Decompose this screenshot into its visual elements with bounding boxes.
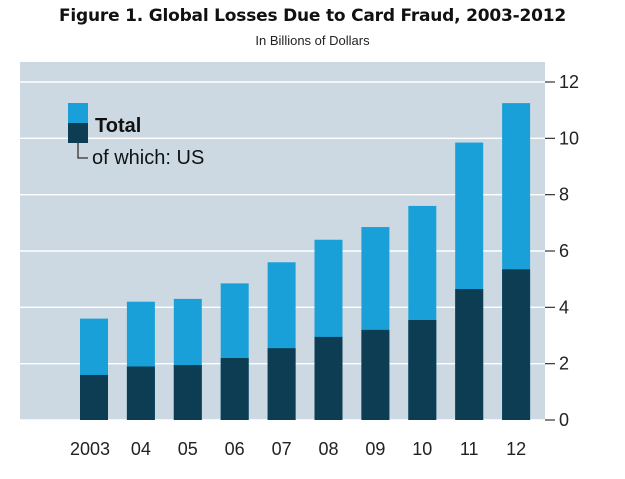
y-tick-label: 6 bbox=[559, 241, 569, 261]
bar-us bbox=[220, 358, 249, 420]
bar-us bbox=[126, 366, 155, 420]
x-tick-label: 2003 bbox=[70, 439, 110, 459]
bar-us bbox=[455, 289, 484, 420]
y-tick-label: 10 bbox=[559, 128, 579, 148]
y-tick-label: 0 bbox=[559, 410, 569, 430]
chart-title: Figure 1. Global Losses Due to Card Frau… bbox=[58, 6, 567, 26]
y-tick-label: 2 bbox=[559, 354, 569, 374]
legend-label-us-prefix: of which: bbox=[92, 147, 171, 169]
x-tick-label: 11 bbox=[460, 439, 479, 459]
x-tick-label: 12 bbox=[506, 439, 526, 459]
bar-us bbox=[408, 320, 437, 420]
x-tick-label: 09 bbox=[365, 439, 385, 459]
x-tick-label: 04 bbox=[131, 439, 151, 459]
legend-bracket bbox=[77, 143, 88, 159]
bar-us bbox=[361, 329, 390, 420]
chart-subtitle: In Billions of Dollars bbox=[255, 33, 370, 48]
bar-us bbox=[173, 365, 202, 420]
bar-us bbox=[314, 336, 343, 420]
x-tick-label: 08 bbox=[318, 439, 338, 459]
bar-us bbox=[502, 269, 531, 420]
legend-swatch-us bbox=[68, 123, 88, 143]
bars bbox=[80, 103, 531, 420]
legend-label-us: of which: US bbox=[92, 147, 204, 169]
x-tick-label: 05 bbox=[178, 439, 198, 459]
y-tick-label: 12 bbox=[559, 72, 579, 92]
y-tick-label: 4 bbox=[559, 297, 569, 317]
bar-us bbox=[80, 374, 108, 420]
y-tick-label: 8 bbox=[559, 185, 569, 205]
y-axis: 0 2 4 6 8 10 12 bbox=[545, 72, 579, 430]
legend-swatch-total bbox=[68, 103, 88, 123]
legend-label-total: Total bbox=[95, 115, 141, 137]
x-tick-label: 06 bbox=[225, 439, 245, 459]
bar-us bbox=[267, 348, 296, 420]
legend-label-us-suffix: US bbox=[171, 147, 204, 169]
legend: Total of which: US bbox=[68, 103, 204, 169]
x-tick-label: 10 bbox=[412, 439, 432, 459]
x-tick-label: 07 bbox=[272, 439, 292, 459]
x-axis: 2003 04 05 06 07 08 09 10 11 12 bbox=[70, 439, 526, 459]
